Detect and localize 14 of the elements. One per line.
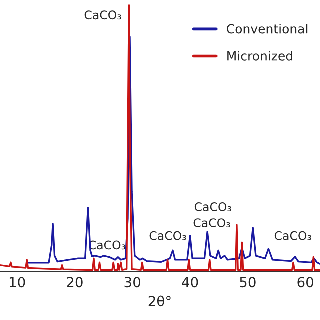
annotation: CaCO₃ bbox=[194, 218, 230, 228]
legend-label: Conventional bbox=[227, 24, 308, 34]
x-tick-label: 50 bbox=[240, 277, 256, 288]
x-tick-label: 40 bbox=[182, 277, 198, 288]
x-tick-label: 20 bbox=[67, 277, 83, 288]
x-tick-label: 60 bbox=[298, 277, 314, 288]
x-axis-title: 2θ° bbox=[148, 296, 171, 307]
annotation: CaCO₃ bbox=[84, 10, 122, 20]
annotation: CaCO₃ bbox=[194, 202, 232, 212]
x-tick-label: 10 bbox=[10, 277, 26, 288]
x-tick-label: 30 bbox=[124, 277, 141, 288]
legend-label: Micronized bbox=[228, 51, 292, 61]
annotation: CaCO₃ bbox=[274, 231, 312, 240]
annotation: CaCO₃ bbox=[150, 231, 186, 240]
